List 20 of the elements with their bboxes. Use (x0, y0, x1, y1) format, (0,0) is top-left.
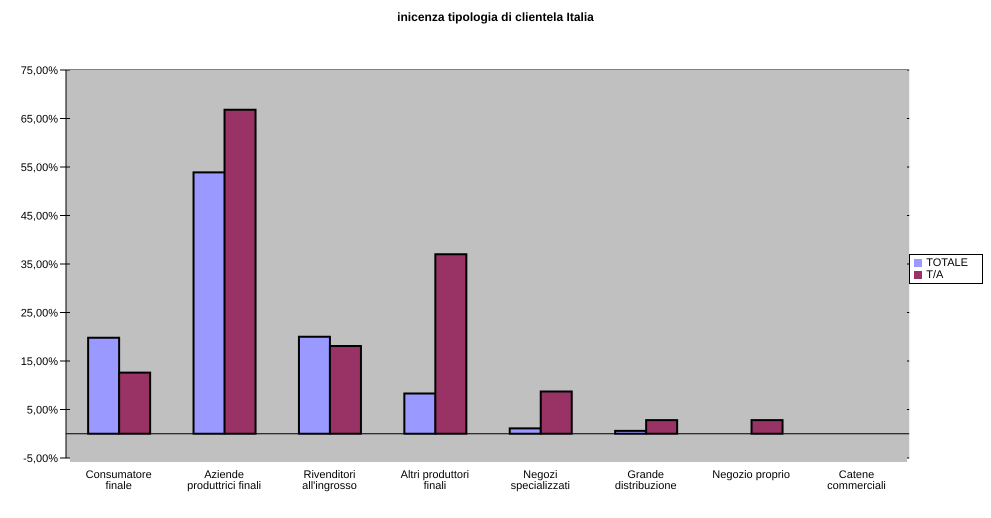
x-tick-label: Negozi specializzati (510, 468, 570, 492)
y-tick-label: 55,00% (20, 162, 58, 174)
chart-title: inicenza tipologia di clientela Italia (396, 9, 595, 26)
x-tick-label: Aziende produttrici finali (187, 468, 262, 492)
x-tick-label: Grande distribuzione (614, 468, 677, 492)
x-tick-label: Altri produttori finali (400, 468, 470, 492)
legend-label: TOTALE (926, 257, 968, 269)
legend-label: T/A (926, 269, 944, 281)
x-tick-label: Rivenditori all'ingrosso (302, 468, 357, 492)
y-tick-label: 35,00% (20, 258, 58, 271)
y-tick-label: -5,00% (23, 452, 58, 465)
y-tick-label: 25,00% (20, 307, 58, 320)
y-tick-label: 15,00% (20, 356, 58, 368)
x-tick-label: Catene commerciali (827, 468, 886, 492)
y-tick-label: 75,00% (20, 64, 58, 77)
x-tick-label: Negozio proprio (712, 468, 790, 481)
x-tick-label: Consumatore finale (86, 468, 152, 492)
y-tick-label: 65,00% (20, 113, 58, 126)
y-tick-label: 5,00% (26, 404, 58, 416)
y-tick-label: 45,00% (20, 210, 58, 222)
